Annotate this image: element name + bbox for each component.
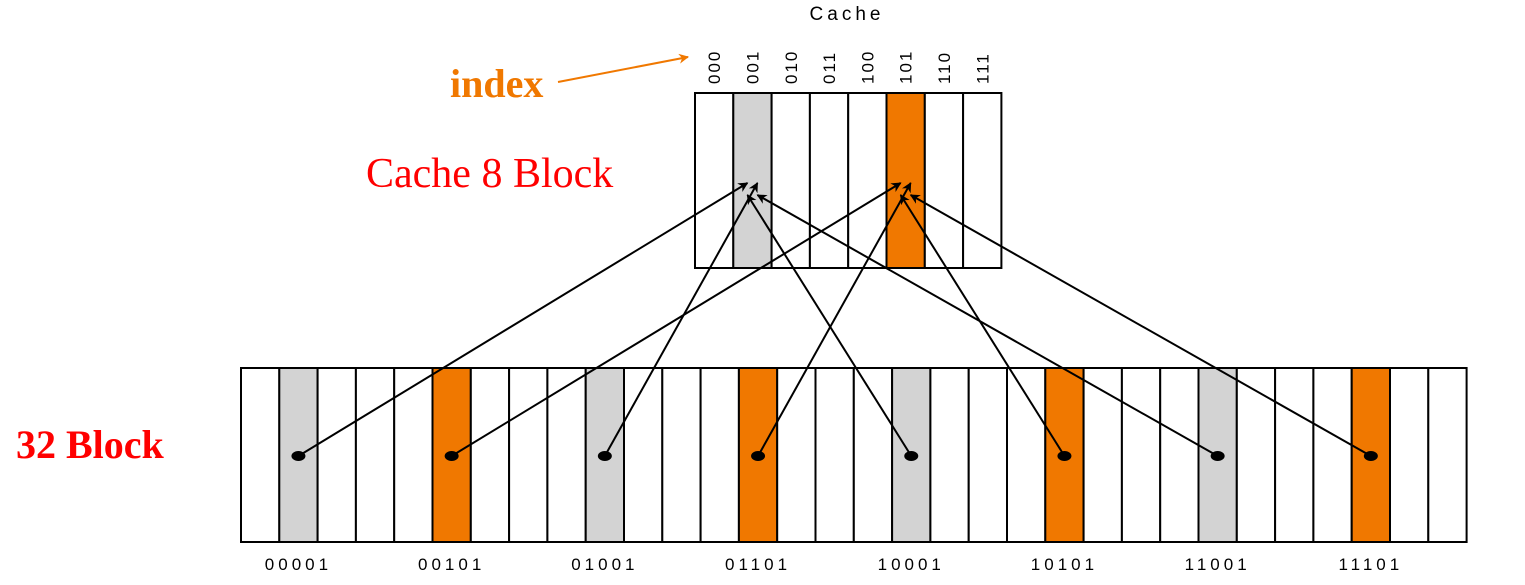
memory-block [623, 367, 664, 543]
mapping-arrow [909, 194, 1372, 457]
memory-block [354, 367, 396, 543]
cache-index-label: 010 [782, 50, 801, 84]
cache-index-label: 011 [820, 51, 839, 84]
memory-block [316, 367, 357, 543]
cache-block-000 [694, 92, 735, 269]
memory-block [1312, 367, 1353, 543]
memory-block [1159, 367, 1200, 543]
memory-block [240, 367, 281, 543]
mapping-arrow [756, 194, 1219, 457]
source-dot [291, 451, 306, 461]
mapping-arrows [297, 182, 1372, 457]
memory-block [661, 367, 702, 543]
cache-block-101 [885, 92, 926, 269]
memory-block [929, 367, 970, 543]
memory-address-label: 11101 [1338, 555, 1403, 574]
source-dot [1210, 451, 1225, 461]
memory-block [1120, 367, 1162, 543]
cache-index-labels: 000 001 010 011 100 101 110 111 [705, 50, 992, 84]
memory-block [737, 367, 779, 543]
cache-index-label: 001 [743, 50, 762, 84]
source-dots [291, 451, 1378, 461]
cache-block-011 [808, 92, 850, 269]
memory-blocks [240, 367, 1468, 543]
memory-block [1427, 367, 1468, 543]
memory-address-label: 01101 [725, 555, 791, 574]
memory-address-label: 10101 [1031, 555, 1098, 574]
cache-index-label: 111 [973, 52, 992, 84]
diagram-title: Cache [810, 4, 885, 25]
memory-block [1235, 367, 1277, 543]
cache-index-label: 110 [935, 51, 954, 84]
mapping-arrow [899, 194, 1066, 457]
memory-address-label: 10001 [878, 555, 945, 574]
memory-block [852, 367, 894, 543]
mapping-arrow [603, 182, 759, 457]
memory-address-label: 00101 [418, 555, 485, 574]
mapping-arrow [757, 182, 912, 457]
cache-block-010 [770, 92, 811, 269]
cache-blocks [694, 92, 1003, 269]
cache-size-label: Cache 8 Block [366, 151, 613, 197]
cache-block-100 [847, 92, 888, 269]
memory-block [1274, 367, 1315, 543]
index-label: index [450, 61, 543, 106]
memory-block [469, 367, 511, 543]
memory-block [814, 367, 855, 543]
source-dot [751, 451, 766, 461]
memory-block [1082, 367, 1123, 543]
source-dot [904, 451, 919, 461]
memory-block [508, 367, 549, 543]
mapping-arrow [746, 194, 913, 457]
memory-address-label: 01001 [571, 555, 638, 574]
memory-block [1350, 367, 1391, 543]
cache-block-001 [732, 92, 773, 269]
mapping-arrow [451, 182, 902, 457]
cache-block-110 [923, 92, 965, 269]
index-pointer-arrow [557, 53, 689, 83]
memory-block [776, 367, 817, 543]
cache-index-label: 100 [858, 50, 877, 84]
source-dot [597, 451, 612, 461]
cache-index-label: 101 [897, 50, 916, 84]
memory-address-label: 11001 [1185, 555, 1251, 574]
memory-address-labels: 00001 00101 01001 01101 10001 10101 11001 11101 [265, 555, 1403, 574]
memory-block [546, 367, 587, 543]
source-dot [1363, 451, 1378, 461]
memory-block [699, 367, 740, 543]
source-dot [444, 451, 459, 461]
memory-block [1389, 367, 1430, 543]
mapping-arrow [297, 182, 749, 457]
cache-index-label: 000 [705, 50, 724, 84]
memory-block [967, 367, 1009, 543]
source-dot [1057, 451, 1072, 461]
memory-address-label: 00001 [265, 555, 332, 574]
memory-size-label: 32 Block [16, 422, 165, 467]
cache-block-111 [962, 92, 1003, 269]
